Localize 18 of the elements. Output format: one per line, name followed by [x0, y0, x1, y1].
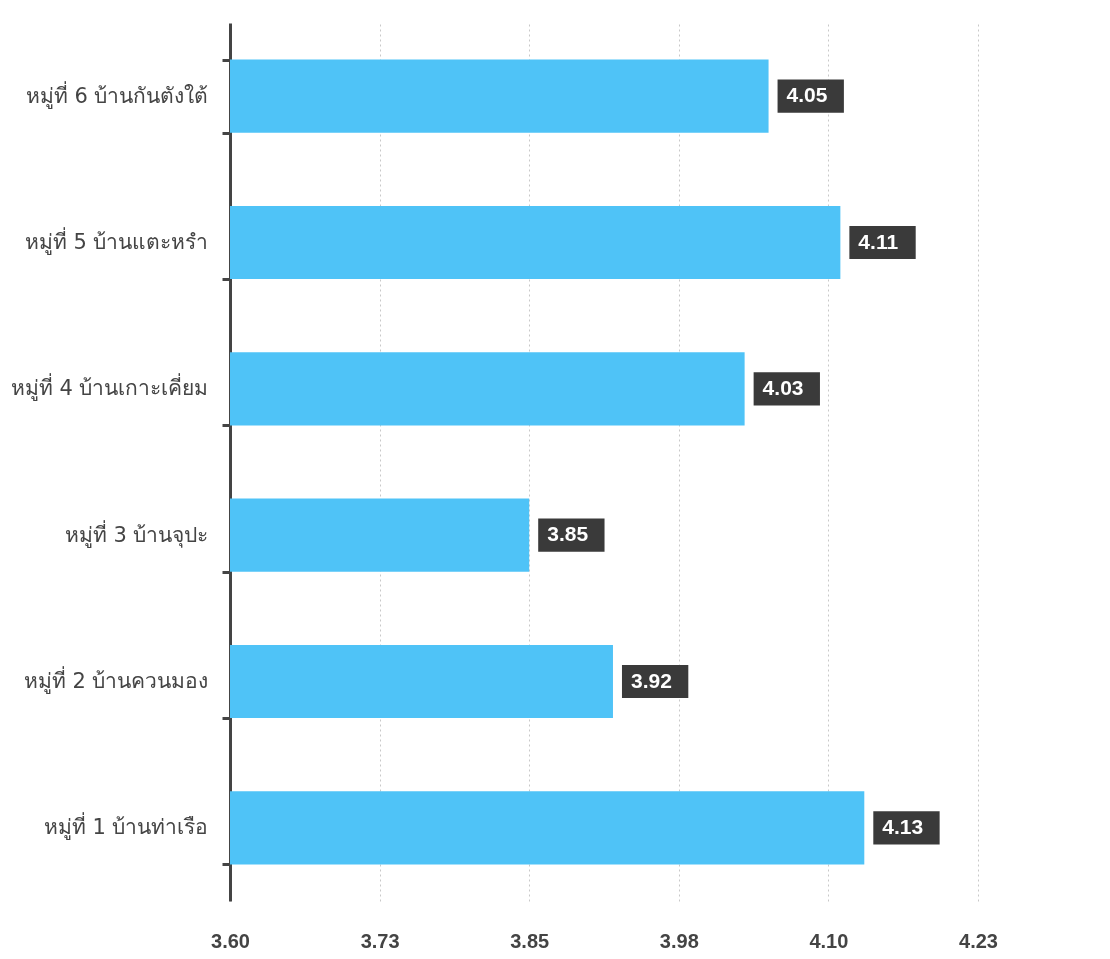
- x-tick-label: 4.23: [959, 929, 998, 952]
- y-tick-label: หมู่ที่ 5 บ้านแตะหรำ: [24, 227, 209, 255]
- y-tick-label: หมู่ที่ 4 บ้านเกาะเคี่ยม: [10, 373, 209, 402]
- data-label: 4.13: [882, 814, 924, 838]
- x-tick-label: 3.85: [510, 929, 550, 952]
- y-tick-label: หมู่ที่ 1 บ้านท่าเรือ: [43, 812, 209, 841]
- data-label: 4.05: [786, 83, 828, 107]
- data-label: 4.03: [762, 375, 804, 399]
- data-label: 3.85: [547, 522, 589, 546]
- y-tick-label: หมู่ที่ 3 บ้านจุปะ: [64, 519, 209, 548]
- data-label: 4.11: [858, 229, 899, 253]
- x-tick-label: 3.60: [211, 929, 250, 952]
- x-tick-label: 3.73: [360, 929, 400, 952]
- x-tick-label: 4.10: [809, 929, 849, 952]
- x-tick-label: 3.98: [659, 929, 699, 952]
- data-label: 3.92: [630, 668, 672, 692]
- y-tick-label: หมู่ที่ 2 บ้านควนมอง: [23, 666, 209, 694]
- y-tick-label: หมู่ที่ 6 บ้านกันตังใต้: [25, 80, 209, 109]
